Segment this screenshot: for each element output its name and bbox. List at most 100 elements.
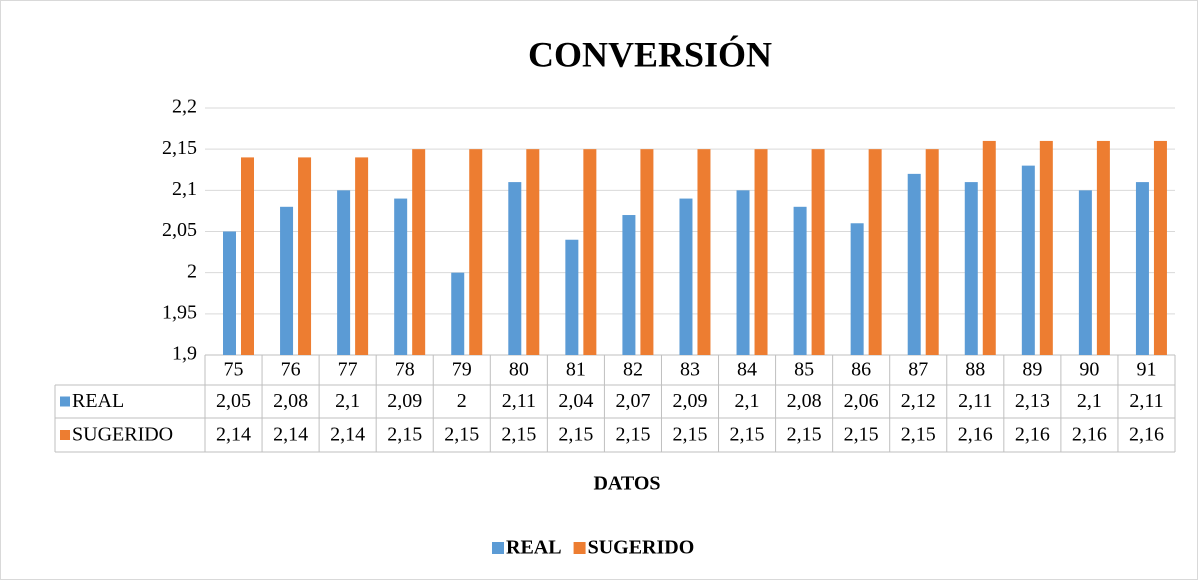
legend-label: REAL: [506, 537, 562, 559]
table-cell: 2,15: [901, 424, 936, 446]
table-cell: 2,14: [216, 424, 251, 446]
table-cell: 2,09: [673, 390, 708, 412]
x-tick-label: 77: [338, 359, 358, 381]
table-cell: 2,08: [787, 390, 822, 412]
table-cell: 2,16: [1072, 424, 1107, 446]
y-tick-label: 2,1: [172, 178, 197, 200]
x-tick-label: 84: [737, 359, 757, 381]
x-tick-label: 75: [224, 359, 244, 381]
x-tick-label: 87: [908, 359, 928, 381]
table-cell: 2,14: [273, 424, 308, 446]
bar: [850, 223, 864, 355]
table-cell: 2,15: [387, 424, 422, 446]
table-row-header: SUGERIDO: [72, 424, 173, 446]
table-cell: 2,1: [1077, 390, 1102, 412]
table-cell: 2,16: [1015, 424, 1050, 446]
bar: [526, 149, 540, 355]
bar: [355, 157, 369, 355]
y-tick-label: 2,05: [162, 219, 197, 241]
x-tick-label: 90: [1079, 359, 1099, 381]
table-cell: 2,15: [673, 424, 708, 446]
bar: [622, 215, 636, 355]
table-cell: 2,15: [444, 424, 479, 446]
table-cell: 2,15: [787, 424, 822, 446]
y-tick-label: 2: [187, 260, 197, 282]
bar: [679, 198, 693, 355]
table-legend-key: [60, 396, 70, 407]
bar: [583, 149, 597, 355]
x-tick-label: 80: [509, 359, 529, 381]
bar: [1039, 140, 1053, 355]
bar: [868, 149, 882, 355]
bar: [469, 149, 483, 355]
bar: [1096, 140, 1110, 355]
table-legend-key: [60, 430, 70, 440]
bar: [412, 149, 426, 355]
table-cell: 2,04: [558, 390, 593, 412]
x-tick-label: 82: [623, 359, 643, 381]
bar: [982, 140, 996, 355]
bar: [337, 190, 351, 355]
table-cell: 2,15: [730, 424, 765, 446]
bar: [1135, 182, 1149, 355]
table-cell: 2,11: [502, 390, 536, 412]
bar: [697, 149, 711, 355]
y-tick-label: 2,2: [172, 96, 197, 118]
table-cell: 2: [457, 390, 467, 412]
table-cell: 2,05: [216, 390, 251, 412]
bar: [223, 231, 236, 355]
legend-key: [573, 542, 586, 554]
x-tick-label: 76: [281, 359, 301, 381]
y-tick-label: 1,9: [172, 343, 197, 365]
table-cell: 2,11: [1129, 390, 1163, 412]
y-tick-label: 2,15: [162, 137, 197, 159]
x-tick-label: 85: [794, 359, 814, 381]
x-tick-label: 81: [566, 359, 586, 381]
bar: [394, 198, 408, 355]
bar: [1153, 140, 1167, 355]
table-cell: 2,11: [958, 390, 992, 412]
table-cell: 2,15: [558, 424, 593, 446]
bar: [565, 239, 579, 355]
bar: [1078, 190, 1092, 355]
table-cell: 2,16: [958, 424, 993, 446]
bar: [508, 182, 522, 355]
table-cell: 2,15: [501, 424, 536, 446]
table-cell: 2,06: [844, 390, 879, 412]
x-axis-title: DATOS: [593, 473, 660, 495]
bar: [298, 157, 312, 355]
bar: [793, 206, 807, 355]
bar: [451, 272, 465, 355]
bar: [640, 149, 654, 355]
bar: [964, 182, 978, 355]
table-cell: 2,12: [901, 390, 936, 412]
bar: [280, 206, 294, 355]
bar: [754, 149, 768, 355]
bar: [907, 173, 921, 355]
x-tick-label: 91: [1136, 359, 1156, 381]
x-tick-label: 79: [452, 359, 472, 381]
y-tick-label: 1,95: [162, 301, 197, 323]
table-cell: 2,07: [615, 390, 650, 412]
bar: [925, 149, 939, 355]
x-tick-label: 78: [395, 359, 415, 381]
chart-title: CONVERSIÓN: [528, 34, 772, 74]
table-cell: 2,16: [1129, 424, 1164, 446]
bar: [811, 149, 825, 355]
bar: [1021, 165, 1035, 355]
table-cell: 2,09: [387, 390, 422, 412]
table-cell: 2,15: [615, 424, 650, 446]
table-cell: 2,1: [735, 390, 760, 412]
bar: [241, 157, 254, 355]
table-cell: 2,15: [844, 424, 879, 446]
table-cell: 2,08: [273, 390, 308, 412]
table-cell: 2,13: [1015, 390, 1050, 412]
table-row-header: REAL: [72, 390, 124, 412]
table-cell: 2,1: [335, 390, 360, 412]
legend-key: [492, 542, 504, 554]
legend-label: SUGERIDO: [588, 537, 695, 559]
x-tick-label: 86: [851, 359, 871, 381]
x-tick-label: 88: [965, 359, 985, 381]
